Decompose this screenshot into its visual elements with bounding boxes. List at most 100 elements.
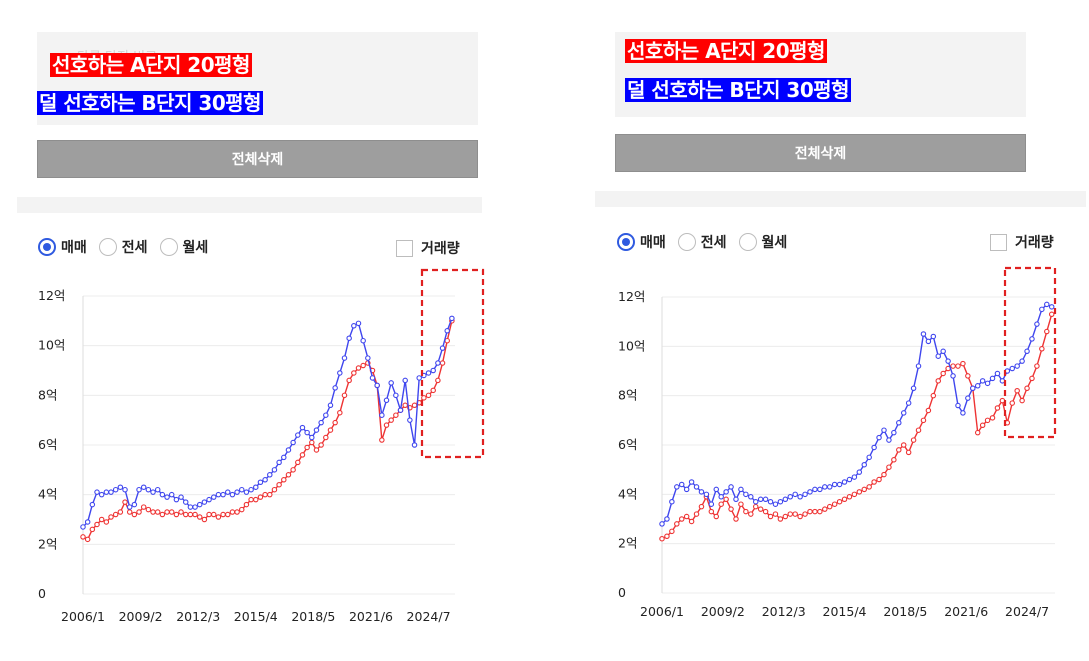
- data-point: [920, 417, 927, 424]
- data-point: [220, 511, 226, 518]
- data-point: [925, 407, 932, 414]
- data-point: [257, 479, 264, 485]
- x-tick-label: 2018/5: [291, 609, 335, 624]
- data-point: [841, 479, 848, 485]
- x-tick-label: 2015/4: [234, 609, 278, 624]
- radio-monthly-indicator[interactable]: [738, 233, 757, 251]
- data-point: [757, 496, 764, 503]
- volume-toggle[interactable]: 거래량: [990, 232, 1054, 252]
- data-point: [866, 484, 872, 490]
- data-point: [659, 521, 665, 527]
- data-point: [881, 427, 887, 433]
- data-point: [248, 486, 254, 493]
- data-point: [728, 506, 734, 512]
- data-point: [122, 486, 128, 493]
- data-point: [168, 509, 175, 515]
- data-point: [449, 315, 455, 322]
- y-tick-label: 6억: [38, 437, 57, 452]
- data-point: [271, 467, 278, 473]
- radio-monthly-indicator[interactable]: [159, 238, 178, 256]
- deal-type-radio-group: 매매 전세 월세: [38, 237, 220, 257]
- y-tick-label: 10억: [618, 338, 645, 353]
- radio-monthly[interactable]: 월세: [738, 232, 787, 252]
- data-point: [831, 501, 838, 507]
- radio-jeonse-indicator[interactable]: [677, 233, 696, 251]
- data-point: [318, 442, 324, 448]
- data-point: [905, 449, 912, 456]
- radio-sale-indicator[interactable]: [38, 238, 56, 256]
- volume-toggle[interactable]: 거래량: [396, 238, 460, 258]
- radio-jeonse-label: 전세: [121, 240, 148, 256]
- data-point: [767, 513, 774, 520]
- data-point: [210, 494, 217, 500]
- data-point: [787, 494, 794, 500]
- data-point: [881, 471, 887, 478]
- data-point: [206, 511, 212, 518]
- data-point: [304, 429, 310, 436]
- data-point: [876, 476, 882, 483]
- data-point: [846, 494, 853, 500]
- data-point: [723, 496, 729, 503]
- data-point: [920, 331, 927, 337]
- y-tick-label: 12억: [38, 288, 65, 303]
- data-point: [267, 472, 273, 478]
- y-tick-label: 8억: [618, 388, 637, 403]
- y-tick-label: 4억: [618, 486, 637, 501]
- data-point: [360, 337, 366, 344]
- data-point: [826, 484, 833, 490]
- data-point: [807, 508, 813, 515]
- data-point: [122, 499, 128, 505]
- radio-sale[interactable]: 매매: [38, 237, 87, 257]
- delete-all-button[interactable]: 전체삭제: [615, 134, 1026, 172]
- data-point: [243, 489, 250, 495]
- data-point: [365, 355, 371, 361]
- data-point: [89, 501, 96, 508]
- data-point: [271, 486, 278, 493]
- data-point: [140, 484, 147, 490]
- data-point: [674, 484, 680, 490]
- delete-all-button[interactable]: 전체삭제: [37, 140, 478, 178]
- data-point: [935, 353, 942, 359]
- data-point: [295, 459, 301, 466]
- radio-sale-indicator[interactable]: [617, 233, 635, 251]
- data-point: [762, 496, 769, 503]
- data-point: [1019, 397, 1025, 404]
- radio-jeonse-indicator[interactable]: [98, 238, 117, 256]
- data-point: [900, 442, 907, 448]
- data-point: [822, 506, 828, 512]
- data-point: [817, 508, 823, 515]
- data-point: [792, 511, 798, 517]
- data-point: [841, 496, 848, 503]
- data-point: [206, 496, 212, 503]
- radio-monthly[interactable]: 월세: [159, 237, 208, 257]
- data-point: [318, 419, 324, 426]
- section-divider: [17, 197, 482, 213]
- data-point: [173, 496, 180, 503]
- data-point: [910, 437, 917, 443]
- data-point: [713, 486, 720, 493]
- data-point: [940, 370, 946, 377]
- radio-jeonse[interactable]: 전세: [677, 232, 727, 252]
- data-point: [772, 511, 779, 517]
- data-point: [253, 496, 259, 503]
- data-point: [374, 382, 380, 389]
- data-point: [337, 409, 343, 416]
- x-tick-label: 2015/4: [823, 604, 867, 619]
- volume-checkbox[interactable]: [396, 239, 413, 257]
- data-point: [281, 454, 287, 461]
- radio-sale[interactable]: 매매: [617, 232, 666, 252]
- data-point: [89, 526, 96, 533]
- radio-jeonse[interactable]: 전세: [98, 237, 148, 257]
- volume-checkbox[interactable]: [990, 233, 1007, 251]
- data-point: [388, 380, 394, 386]
- data-point: [383, 422, 390, 428]
- data-point: [154, 509, 161, 515]
- data-point: [817, 486, 823, 493]
- legend-label-a: 선호하는 A단지 20평형: [625, 39, 827, 63]
- data-point: [1009, 400, 1015, 406]
- data-point: [831, 481, 838, 488]
- data-point: [369, 375, 376, 381]
- data-point: [430, 367, 436, 374]
- section-divider: [595, 191, 1086, 207]
- data-point: [164, 494, 170, 500]
